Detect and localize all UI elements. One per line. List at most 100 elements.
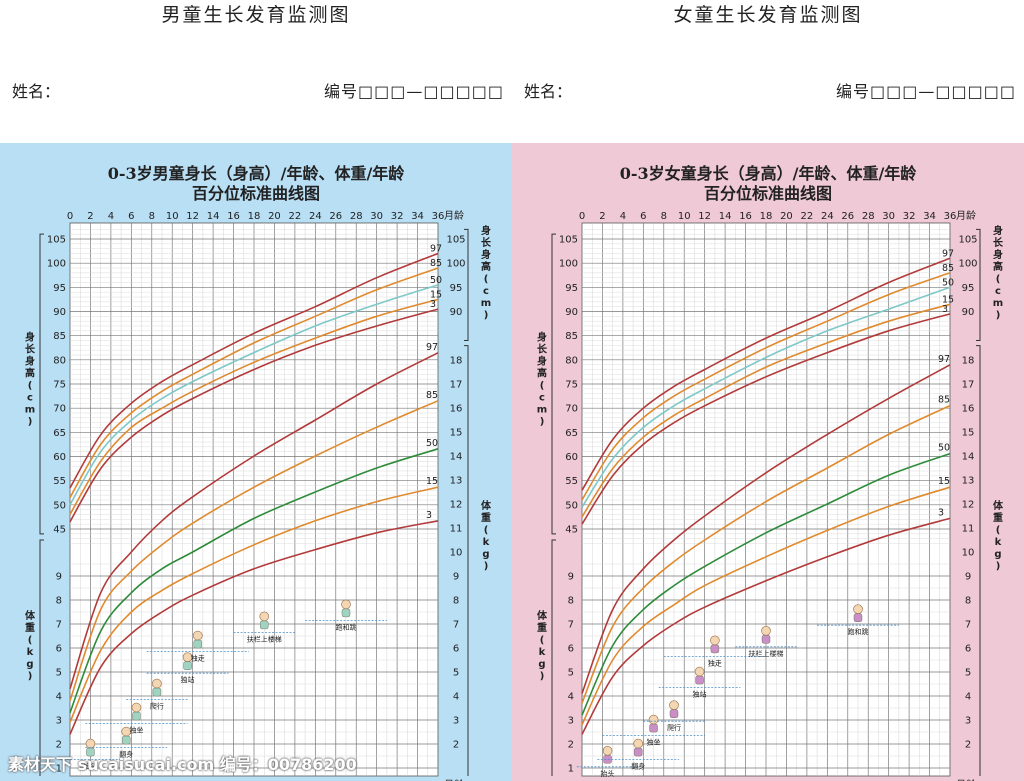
height-tick-label-right: 90 — [962, 307, 975, 318]
height-tick-label: 90 — [53, 307, 66, 318]
axis-label-char: 重 — [993, 511, 1003, 524]
height-tick-label: 85 — [53, 331, 66, 342]
axis-label-char: ( — [540, 381, 545, 392]
axis-label-char: ( — [484, 525, 489, 536]
height-curve-label: 3 — [942, 304, 948, 315]
weight-tick-label-right: 7 — [965, 620, 971, 631]
x-tick-label-top: 12 — [186, 211, 199, 222]
code-field-label: 编号□□□—□□□□□ — [324, 82, 504, 101]
height-tick-label: 65 — [565, 428, 578, 439]
x-tick-label-top: 32 — [903, 211, 916, 222]
x-tick-label-top: 10 — [166, 211, 179, 222]
milestone-icon — [633, 738, 644, 757]
weight-axis-label-right: 体重(kg) — [481, 499, 492, 572]
height-tick-label: 100 — [47, 259, 66, 270]
height-tick-label: 70 — [565, 404, 578, 415]
weight-tick-label-right: 3 — [965, 716, 971, 727]
x-tick-label-top: 20 — [780, 211, 793, 222]
weight-tick-label: 2 — [56, 740, 62, 751]
milestone-icon — [131, 702, 142, 721]
milestone-icon — [341, 599, 351, 618]
x-tick-label-top: 22 — [801, 211, 814, 222]
milestone-icon — [669, 700, 679, 718]
baby-body-icon — [710, 644, 720, 654]
weight-tick-label-right: 16 — [962, 404, 975, 415]
growth-chart-girl: 0022446688101012121414161618182020222224… — [537, 209, 1004, 781]
weight-tick-label-right: 9 — [453, 572, 459, 583]
axis-label-char: 身 — [25, 331, 35, 344]
axis-label-char: 身 — [25, 355, 35, 368]
baby-head-icon — [710, 635, 720, 646]
baby-head-icon — [694, 666, 705, 677]
weight-tick-label-right: 13 — [962, 476, 975, 487]
axis-label-char: k — [27, 647, 34, 658]
milestone-label: 独站 — [181, 675, 195, 684]
weight-axis-label-left: 体重(kg) — [537, 609, 548, 682]
baby-body-icon — [649, 723, 658, 733]
weight-tick-label: 7 — [56, 620, 62, 631]
axis-label-char: 身 — [481, 224, 491, 237]
watermark-text: 素材天下 sucaisucai.com 编号：00786200 — [8, 755, 357, 774]
height-curve-label: 97 — [430, 244, 442, 255]
baby-head-icon — [192, 630, 203, 641]
axis-label-char: ) — [484, 561, 489, 572]
weight-tick-label: 9 — [56, 572, 62, 583]
axis-label-char: m — [481, 298, 491, 309]
x-tick-label-top: 0 — [67, 211, 73, 222]
chart-title: 0-3岁女童身长（身高）/年龄、体重/年龄 — [619, 164, 917, 183]
height-tick-label: 90 — [565, 307, 578, 318]
x-tick-label-top: 34 — [923, 211, 936, 222]
axis-label-char: k — [539, 647, 546, 658]
weight-tick-label-right: 7 — [453, 620, 459, 631]
x-tick-label-top: 28 — [350, 211, 363, 222]
weight-tick-label-right: 14 — [962, 452, 975, 463]
weight-curve-label: 85 — [938, 395, 950, 406]
axis-label-char: 身 — [481, 248, 491, 261]
milestone-icon — [182, 652, 193, 670]
baby-head-icon — [761, 625, 771, 636]
axis-label-char: 高 — [993, 260, 1003, 273]
axis-label-char: 体 — [25, 609, 36, 622]
weight-curve-p50 — [581, 452, 951, 716]
milestone-label: 独走 — [191, 654, 205, 663]
height-curve-p3 — [581, 313, 951, 525]
age-axis-label: 月龄 — [956, 778, 976, 781]
weight-tick-label: 1 — [568, 764, 574, 775]
axis-label-char: g — [482, 549, 489, 560]
height-tick-label: 65 — [53, 428, 66, 439]
weight-tick-label-right: 5 — [453, 668, 459, 679]
milestone-label: 爬行 — [667, 723, 681, 732]
axis-label-char: ) — [540, 417, 545, 428]
axis-label-char: ) — [28, 671, 33, 682]
x-tick-label-top: 10 — [678, 211, 691, 222]
weight-curve-p15 — [581, 486, 951, 726]
axis-label-char: 身 — [993, 224, 1003, 237]
milestone-icon — [694, 666, 705, 685]
axis-label-char: ( — [28, 635, 33, 646]
weight-axis-label-right: 体重(kg) — [993, 499, 1004, 572]
axis-label-char: ) — [540, 671, 545, 682]
x-tick-label-top: 12 — [698, 211, 711, 222]
chart-subtitle: 百分位标准曲线图 — [191, 184, 320, 203]
axis-label-char: k — [483, 537, 490, 548]
height-curve-label: 97 — [942, 248, 954, 259]
name-field-label: 姓名： — [524, 82, 573, 101]
baby-head-icon — [602, 745, 613, 756]
baby-head-icon — [669, 700, 679, 711]
milestone-label: 跑和跳 — [336, 622, 357, 631]
weight-curve-label: 50 — [426, 438, 438, 449]
height-tick-label: 60 — [565, 452, 578, 463]
weight-curve-label: 15 — [938, 476, 950, 487]
baby-body-icon — [132, 711, 141, 721]
height-tick-label: 75 — [53, 380, 66, 391]
x-tick-label-top: 30 — [882, 211, 895, 222]
weight-tick-label: 3 — [56, 716, 62, 727]
height-tick-label: 70 — [53, 404, 66, 415]
milestone-label: 独坐 — [129, 726, 143, 735]
height-curve-label: 15 — [942, 294, 954, 305]
axis-label-char: c — [995, 286, 1001, 297]
weight-tick-label-right: 2 — [965, 740, 971, 751]
height-curve-p15 — [581, 303, 951, 518]
weight-tick-label-right: 12 — [962, 500, 975, 511]
